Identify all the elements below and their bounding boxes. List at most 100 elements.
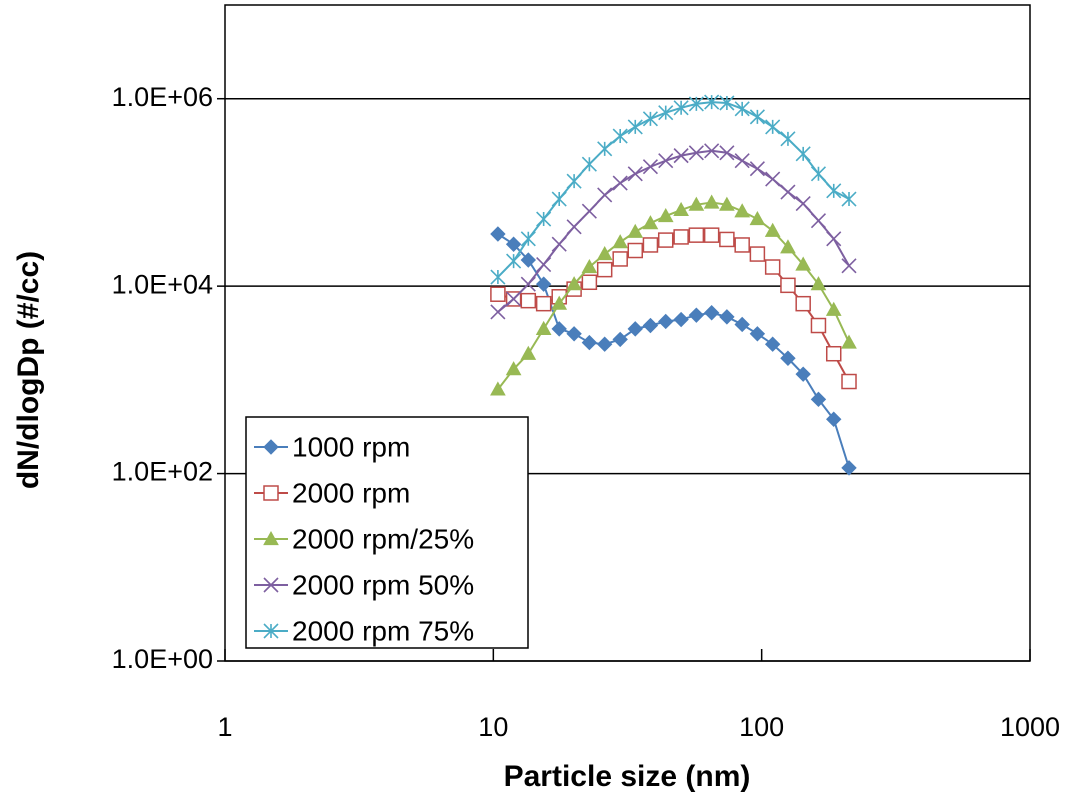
data-point <box>520 252 537 268</box>
plot-border <box>224 4 1031 662</box>
data-point <box>734 101 750 117</box>
data-point <box>627 321 643 337</box>
data-point <box>673 201 689 217</box>
data-point <box>673 229 689 245</box>
x-axis-label: Particle size (nm) <box>504 760 751 793</box>
data-point <box>642 317 659 334</box>
data-point <box>765 119 781 135</box>
data-point <box>612 251 628 267</box>
data-point <box>658 313 674 330</box>
data-point <box>734 316 750 333</box>
data-point <box>642 215 659 230</box>
legend-label: 2000 rpm <box>292 477 410 508</box>
data-point <box>490 226 506 242</box>
data-point <box>642 159 658 175</box>
data-point <box>551 191 567 207</box>
y-tick-label: 1.0E+02 <box>112 457 213 487</box>
data-point <box>719 145 735 161</box>
data-point <box>810 166 827 182</box>
data-point <box>597 187 613 203</box>
data-point <box>612 175 628 191</box>
legend-label: 2000 rpm 75% <box>292 615 474 646</box>
data-point <box>749 109 765 125</box>
x-tick-label: 1 <box>217 712 232 742</box>
y-tick-label: 1.0E+06 <box>112 82 213 112</box>
data-point <box>719 309 735 325</box>
data-point <box>810 317 827 334</box>
data-point <box>581 334 598 351</box>
data-point <box>673 311 689 328</box>
data-point <box>566 326 582 342</box>
data-point <box>749 326 766 342</box>
data-point <box>612 331 628 348</box>
data-point <box>581 156 597 172</box>
data-point <box>826 183 842 199</box>
data-point <box>841 334 857 349</box>
data-point <box>764 222 781 237</box>
data-point <box>490 304 506 320</box>
data-point <box>535 320 552 335</box>
data-point <box>657 207 674 223</box>
data-point <box>704 143 720 159</box>
data-point <box>536 211 552 227</box>
x-tick-label: 1000 <box>1000 712 1060 742</box>
data-point <box>749 246 766 262</box>
data-point <box>688 145 704 161</box>
legend-label: 2000 rpm 50% <box>292 569 474 600</box>
data-point <box>551 321 567 337</box>
data-point <box>795 146 811 162</box>
legend-marker <box>263 530 279 546</box>
data-point <box>551 236 567 252</box>
data-point <box>764 259 781 275</box>
data-point <box>596 246 613 261</box>
data-point <box>506 253 522 269</box>
data-point <box>490 269 506 285</box>
data-point <box>490 381 506 396</box>
data-point <box>795 196 811 212</box>
data-point <box>841 191 857 207</box>
data-point <box>612 128 628 144</box>
data-point <box>673 148 689 164</box>
data-point <box>734 153 750 169</box>
data-point <box>658 105 674 121</box>
legend-marker <box>263 623 279 639</box>
data-point <box>719 95 735 111</box>
data-point <box>688 227 705 243</box>
data-point <box>841 258 857 274</box>
data-point <box>642 237 659 253</box>
data-point <box>780 184 796 200</box>
data-point <box>795 295 811 312</box>
data-point <box>841 460 857 476</box>
data-point <box>566 219 582 235</box>
data-point <box>749 161 765 177</box>
data-point <box>688 307 705 323</box>
data-point <box>719 231 735 248</box>
data-point <box>810 276 827 291</box>
legend-label: 1000 rpm <box>292 431 410 462</box>
data-point <box>566 173 582 189</box>
legend-marker <box>263 439 279 455</box>
data-point <box>825 301 842 316</box>
data-point <box>841 373 857 390</box>
data-point <box>826 411 842 427</box>
data-point <box>826 231 842 247</box>
data-point <box>536 256 552 273</box>
data-point <box>627 242 644 259</box>
data-point <box>657 232 674 248</box>
data-point <box>490 286 506 302</box>
data-point <box>520 345 537 360</box>
data-point <box>581 274 598 291</box>
x-tick-label: 10 <box>478 712 508 742</box>
data-point <box>551 295 568 310</box>
data-point <box>749 211 766 226</box>
legend-marker <box>263 577 279 593</box>
data-point <box>658 153 674 169</box>
data-point <box>795 366 811 382</box>
data-point <box>566 276 582 291</box>
data-point <box>780 131 796 147</box>
data-point <box>764 336 781 352</box>
data-point <box>506 291 522 307</box>
data-point <box>596 261 613 278</box>
data-point <box>825 345 842 362</box>
